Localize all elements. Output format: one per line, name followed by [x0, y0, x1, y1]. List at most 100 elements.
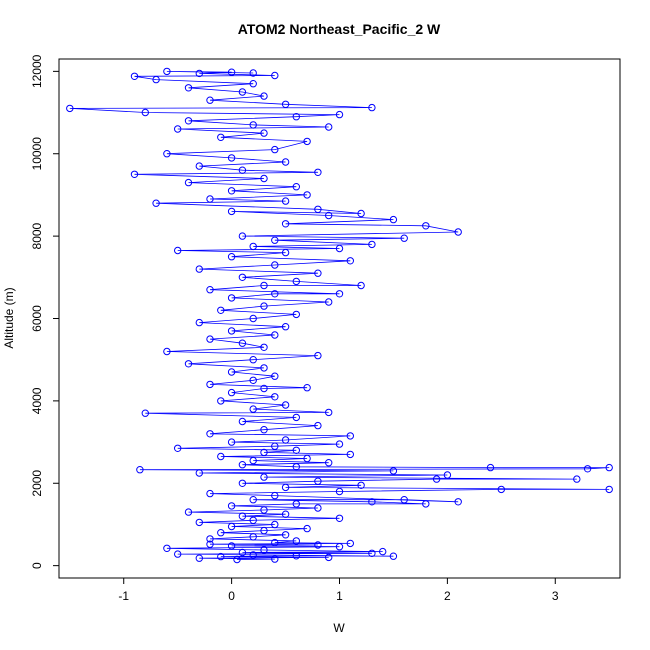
data-point [335, 290, 344, 298]
data-point [346, 539, 354, 548]
data-point [281, 401, 290, 409]
data-point [249, 80, 257, 88]
data-point [314, 504, 322, 512]
data-point [271, 331, 279, 339]
data-point [141, 108, 150, 117]
data-point [292, 463, 300, 471]
data-point [184, 508, 193, 516]
data-point [227, 253, 236, 261]
data-point [314, 421, 322, 430]
data-point [292, 277, 300, 286]
data-point [605, 485, 613, 494]
data-point [217, 306, 225, 314]
data-point [152, 75, 160, 84]
data-point [227, 368, 236, 376]
x-tick-label: -1 [118, 589, 129, 603]
data-point [314, 477, 322, 485]
data-point [238, 166, 247, 174]
data-point [400, 234, 408, 242]
data-point [227, 187, 236, 195]
data-point [217, 452, 225, 461]
data-point [238, 273, 247, 281]
data-point [314, 205, 322, 214]
data-point [260, 473, 268, 481]
data-point [292, 310, 300, 319]
x-tick-label: 2 [444, 589, 451, 603]
data-point [271, 491, 279, 500]
data-point [281, 248, 290, 257]
data-point [303, 524, 311, 533]
data-point [325, 298, 333, 306]
data-point [379, 547, 387, 556]
y-tick-label: 8000 [30, 222, 44, 249]
data-point [303, 137, 311, 146]
data-point [357, 281, 365, 290]
data-point [303, 191, 311, 199]
data-point [357, 481, 365, 489]
data-point [271, 442, 279, 450]
data-point [174, 550, 182, 558]
data-point [422, 500, 430, 508]
data-point [497, 485, 505, 494]
data-point [292, 183, 300, 191]
data-point [195, 318, 204, 327]
data-point [260, 448, 268, 457]
data-point [249, 121, 257, 129]
data-point [432, 475, 441, 483]
data-point [260, 426, 268, 434]
data-point [325, 459, 333, 467]
data-point [163, 150, 171, 158]
data-point [260, 526, 268, 535]
data-point [335, 440, 344, 448]
data-point [163, 544, 171, 552]
data-point [206, 380, 214, 389]
data-point [249, 405, 257, 413]
y-tick-label: 2000 [30, 470, 44, 497]
data-point [281, 323, 290, 331]
data-point [335, 543, 344, 551]
data-point [249, 496, 257, 504]
y-tick-label: 6000 [30, 305, 44, 332]
data-point [238, 548, 247, 557]
data-point [195, 469, 204, 477]
data-point [260, 364, 268, 372]
data-point [260, 384, 268, 393]
data-point [152, 199, 160, 207]
data-point [335, 244, 344, 253]
data-point [314, 168, 322, 177]
data-point [281, 436, 290, 444]
data-point [346, 432, 354, 440]
data-point [217, 529, 225, 537]
data-point [271, 372, 279, 380]
plot-box [58, 58, 621, 579]
data-point [271, 393, 279, 401]
data-point [368, 498, 376, 506]
data-point [400, 496, 408, 504]
data-point [271, 538, 279, 547]
data-point [206, 286, 214, 294]
data-point [206, 335, 214, 343]
data-point [368, 240, 376, 249]
x-axis: -1 0 1 2 3 [118, 578, 559, 603]
data-point [227, 502, 236, 510]
data-point [227, 327, 236, 335]
y-axis-label: Altitude (m) [2, 287, 16, 348]
data-point [174, 125, 182, 133]
data-point [227, 438, 236, 446]
data-point [292, 113, 300, 121]
data-point [325, 553, 333, 562]
data-point [141, 409, 150, 417]
data-point [130, 170, 139, 179]
data-point [184, 84, 193, 92]
data-point [281, 483, 290, 492]
data-point [335, 487, 344, 496]
data-point [195, 265, 204, 273]
data-point [422, 222, 430, 230]
data-point [260, 506, 268, 514]
data-point [260, 92, 268, 100]
data-point [292, 413, 300, 422]
data-point [454, 498, 462, 506]
data-point [136, 466, 144, 474]
data-point [249, 533, 257, 541]
